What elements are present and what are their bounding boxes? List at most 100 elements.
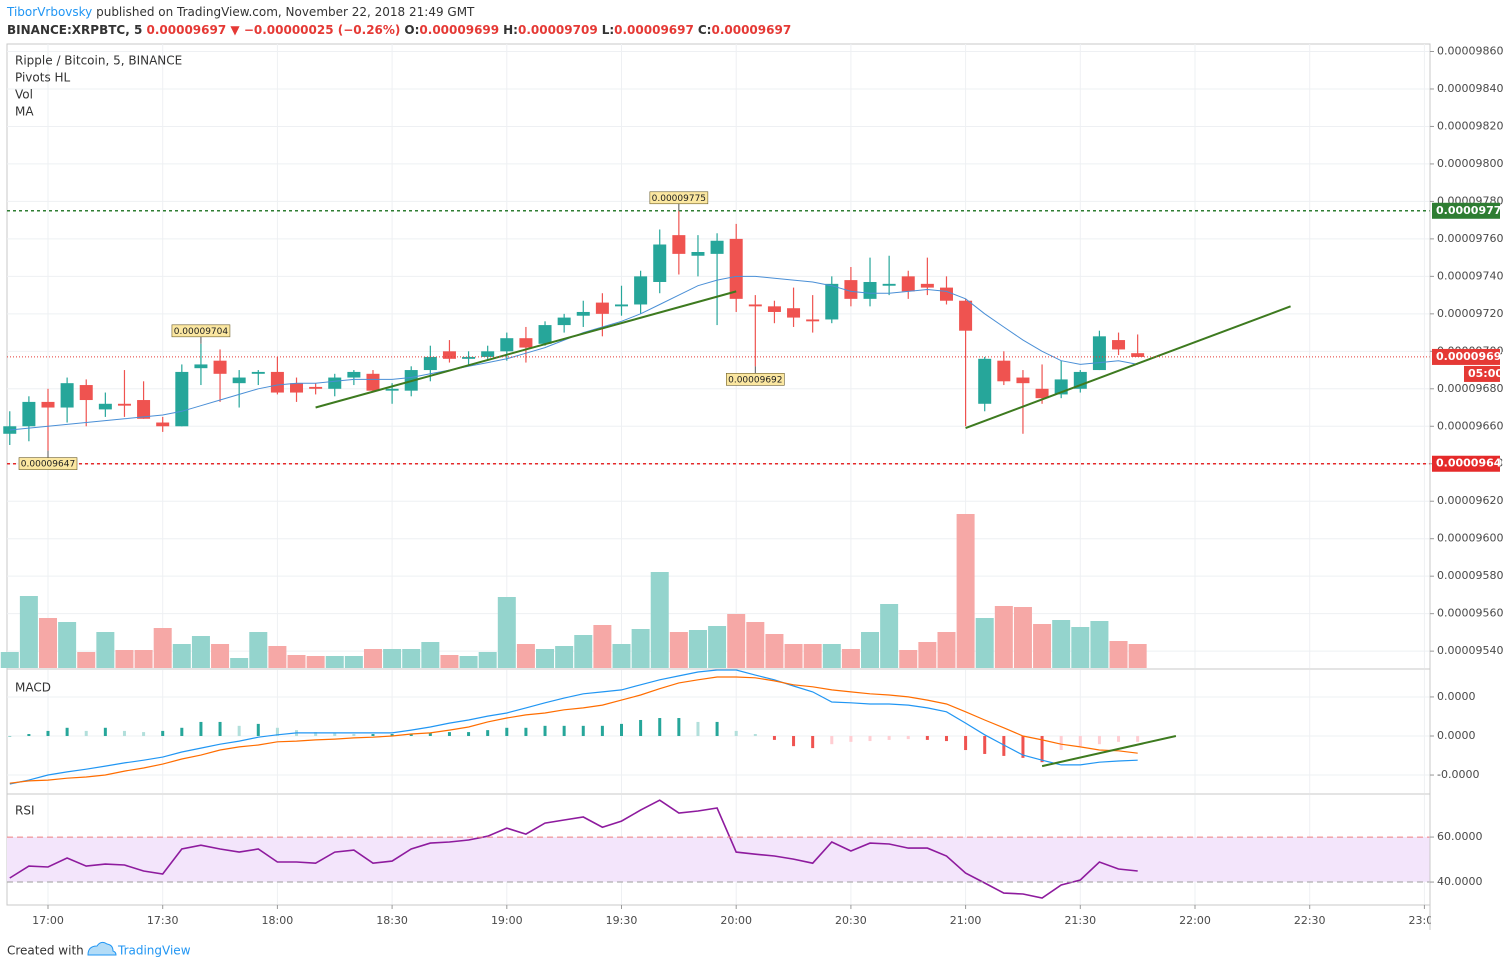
macd-histogram-bar [218, 721, 222, 736]
y-tick-label: 0.00009740 [1437, 269, 1503, 282]
chart-frame [6, 43, 1431, 906]
candle-body [60, 383, 74, 408]
macd-histogram-bar [658, 718, 662, 736]
volume-bar [325, 656, 344, 668]
pivot-box [171, 324, 231, 338]
volume-bar [440, 655, 459, 668]
footer-brand[interactable]: TradingView [117, 944, 191, 958]
volume-bar [249, 632, 268, 668]
candle-body [825, 283, 839, 320]
candle-body [1035, 388, 1049, 399]
volume-bar [459, 656, 478, 668]
time-tick-label: 18:30 [376, 914, 408, 927]
price-level-label: 0.00009697 [1436, 350, 1508, 363]
macd-histogram-bar [639, 719, 643, 736]
macd-histogram-bar [275, 727, 279, 736]
time-axis: 17:00 17:30 18:00 18:30 19:00 19:30 20:00 20:30… [32, 905, 1440, 927]
macd-histogram-bar [1059, 735, 1063, 751]
macd-histogram-bar [161, 730, 165, 736]
volume-bar [268, 646, 287, 668]
logo-icon [87, 941, 117, 956]
candle-body [117, 403, 131, 406]
volume-bar [631, 629, 650, 668]
price-level-label: 0.00009640 [1436, 457, 1508, 470]
volume-bar [574, 635, 593, 668]
time-tick-label: 21:30 [1064, 914, 1096, 927]
macd-histogram-bar [792, 735, 796, 747]
y-tick-label: 0.00009840 [1437, 82, 1503, 95]
macd-histogram-bar [1097, 735, 1101, 745]
volume-bar [402, 649, 421, 668]
volume-bar [880, 604, 899, 668]
macd-histogram-bar [199, 721, 203, 736]
candle-body [767, 306, 781, 312]
time-tick-label: 17:30 [147, 914, 179, 927]
candle-body [806, 319, 820, 322]
macd-histogram-bar [696, 721, 700, 736]
candle-body [538, 325, 552, 344]
overlays: 0.00009647 0.00009704 0.00009775 0.00009692… [7, 71, 1430, 883]
time-tick-label: 20:30 [835, 914, 867, 927]
volume-bar [555, 646, 574, 668]
macd-histogram-bar [600, 725, 604, 736]
volume-bar [306, 656, 325, 668]
macd-histogram-bar [142, 732, 146, 736]
y-tick-label: 0.0000 [1437, 729, 1476, 742]
macd-histogram-bar [581, 725, 585, 736]
candle-body [137, 400, 151, 419]
macd-histogram-bar [849, 735, 853, 742]
macd-histogram-bar [1040, 735, 1044, 763]
ohlc-value: 0.00009699 [419, 23, 499, 37]
volume-bar [344, 656, 363, 668]
volume-bar [1013, 607, 1032, 668]
candle-body [653, 244, 667, 282]
candle-body [519, 338, 533, 348]
footer-text: Created with [7, 944, 84, 958]
y-tick-label: 0.00009660 [1437, 419, 1503, 432]
candle-body [787, 308, 801, 318]
candle-body [251, 371, 265, 374]
time-tick-label: 22:30 [1294, 914, 1326, 927]
price-axis-background [1431, 44, 1508, 939]
y-tick-label: 0.00009860 [1437, 44, 1503, 57]
candle-body [41, 401, 55, 408]
macd-line [9, 676, 1138, 784]
author[interactable]: TiborVrbovsky [6, 5, 92, 19]
volume-bar [593, 625, 612, 668]
candle-body [691, 252, 705, 256]
volume-bar [650, 572, 669, 668]
y-tick-label: 0.0000 [1437, 690, 1476, 703]
candle-body [232, 377, 246, 384]
macd-histogram-bar [677, 718, 681, 736]
volume-bar [822, 644, 841, 668]
volume-bar [994, 606, 1013, 668]
volume-bar [1052, 620, 1071, 668]
tradingview-logo[interactable]: TradingView [87, 941, 191, 958]
candle-body [557, 317, 571, 326]
macd-histogram-bar [906, 735, 910, 740]
candle-body [844, 280, 858, 299]
candle-body [22, 401, 36, 427]
ohlc-label: L: [602, 23, 614, 37]
countdown-label: 05:00 [1468, 367, 1503, 380]
macd-histogram-bar [467, 732, 471, 736]
volume-bar [1071, 627, 1090, 668]
macd-histogram-bar [371, 734, 375, 736]
macd-histogram-bar [1136, 735, 1140, 742]
candle-body [270, 371, 284, 393]
candle-body [1092, 336, 1106, 371]
volume-bar [478, 652, 497, 668]
candle-body [481, 351, 495, 357]
candle-body [462, 356, 476, 359]
macd-histogram-bar [390, 734, 394, 736]
indicator-name: Vol [15, 88, 33, 102]
pane-title: Ripple / Bitcoin, 5, BINANCE [15, 54, 182, 68]
volume-bar [96, 632, 115, 668]
macd-histogram-bar [122, 730, 126, 736]
volume-bar [19, 596, 38, 668]
price-change: ▼ −0.00000025 (−0.26%) [230, 23, 400, 37]
macd-histogram-bar [428, 732, 432, 736]
candle-body [500, 338, 514, 352]
macd-histogram-bar [620, 723, 623, 736]
candle-body [672, 235, 686, 254]
